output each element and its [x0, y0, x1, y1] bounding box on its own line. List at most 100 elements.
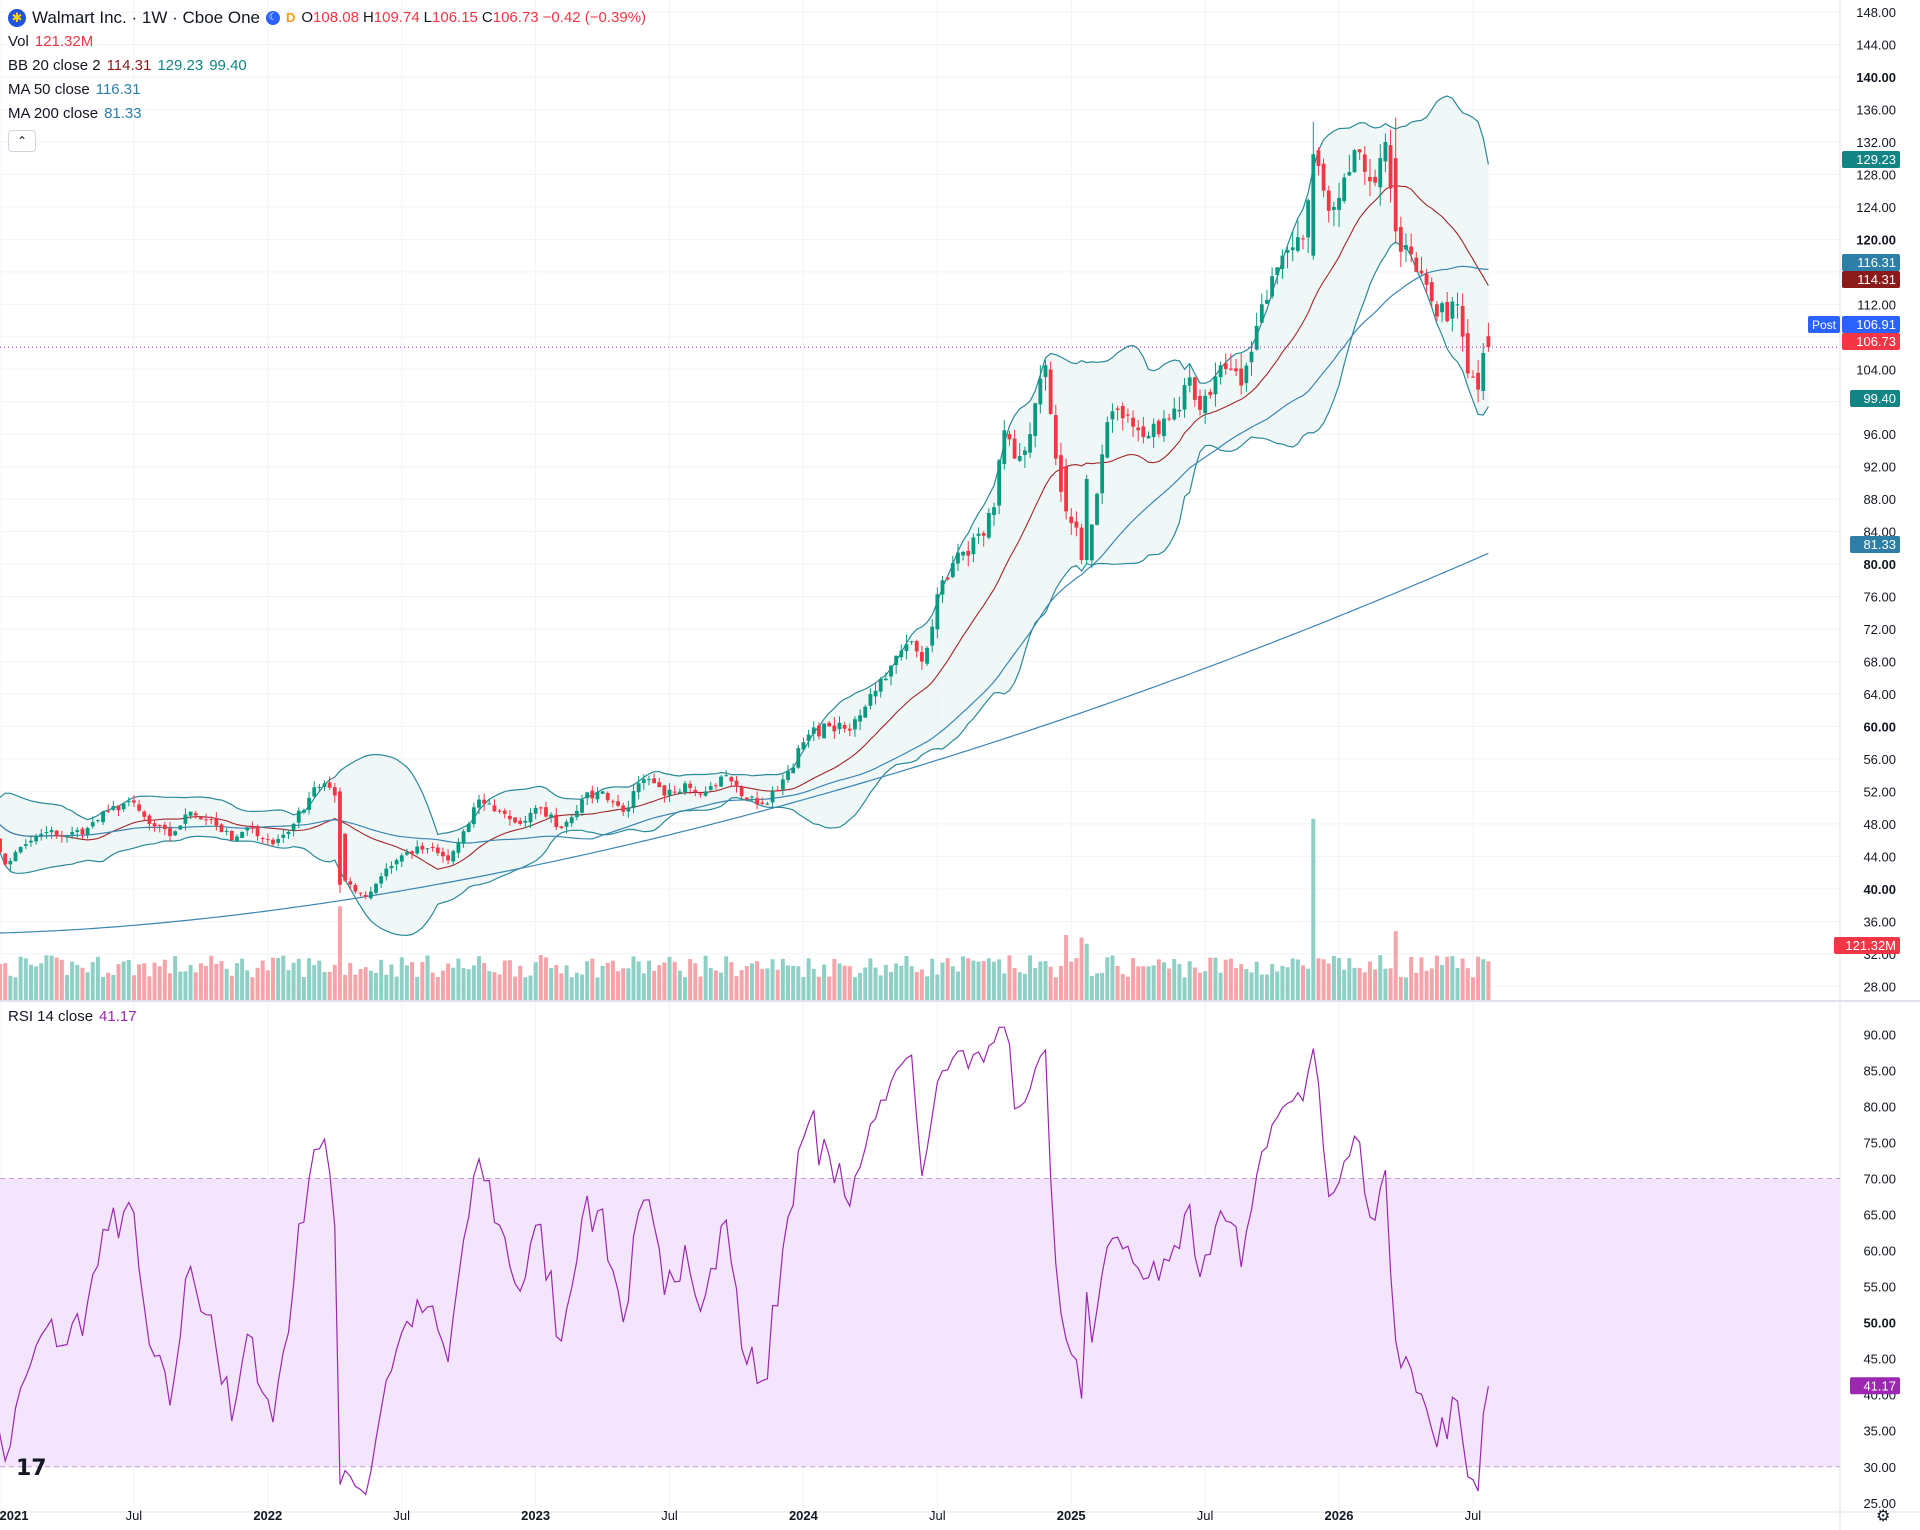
- candle[interactable]: [538, 806, 543, 815]
- candle[interactable]: [332, 782, 337, 803]
- candle[interactable]: [1223, 353, 1228, 375]
- candle[interactable]: [1244, 362, 1249, 392]
- legend-rsi[interactable]: RSI 14 close 41.17: [8, 1008, 137, 1025]
- candle[interactable]: [394, 858, 399, 871]
- candle[interactable]: [528, 808, 533, 828]
- candle[interactable]: [44, 825, 49, 839]
- candle[interactable]: [168, 821, 172, 842]
- candle[interactable]: [688, 780, 693, 795]
- candle[interactable]: [1239, 353, 1244, 395]
- candle[interactable]: [296, 807, 301, 829]
- candle[interactable]: [842, 721, 847, 733]
- candle[interactable]: [435, 843, 440, 856]
- candle[interactable]: [981, 530, 986, 547]
- candle[interactable]: [662, 785, 667, 803]
- candle[interactable]: [600, 790, 605, 795]
- candle[interactable]: [142, 810, 147, 822]
- candle[interactable]: [1290, 231, 1295, 262]
- candle[interactable]: [18, 846, 23, 854]
- candle[interactable]: [956, 543, 960, 572]
- candle[interactable]: [873, 682, 878, 705]
- candle[interactable]: [322, 780, 327, 791]
- candle[interactable]: [147, 813, 152, 831]
- candle[interactable]: [1203, 389, 1208, 425]
- candle[interactable]: [1146, 431, 1151, 439]
- candle[interactable]: [54, 830, 59, 839]
- candle[interactable]: [173, 830, 178, 837]
- candle[interactable]: [1301, 234, 1305, 250]
- candle[interactable]: [219, 823, 224, 833]
- candle[interactable]: [1053, 404, 1058, 466]
- candle[interactable]: [1167, 413, 1171, 422]
- candle[interactable]: [327, 776, 332, 790]
- candle[interactable]: [1373, 169, 1377, 187]
- candle[interactable]: [920, 645, 924, 670]
- candle[interactable]: [508, 809, 512, 826]
- candle[interactable]: [456, 838, 461, 858]
- candle[interactable]: [786, 765, 790, 783]
- candle[interactable]: [827, 721, 832, 727]
- candle[interactable]: [760, 797, 765, 805]
- candle[interactable]: [379, 872, 384, 889]
- candle[interactable]: [260, 836, 265, 844]
- candle[interactable]: [302, 808, 306, 814]
- candle[interactable]: [914, 639, 919, 658]
- candle[interactable]: [1321, 158, 1326, 198]
- candle[interactable]: [502, 808, 507, 819]
- candle[interactable]: [8, 857, 13, 871]
- candle[interactable]: [209, 816, 214, 825]
- collapse-legend-button[interactable]: ⌃: [8, 130, 36, 152]
- candle[interactable]: [471, 802, 476, 828]
- candle[interactable]: [770, 786, 775, 808]
- candle[interactable]: [791, 763, 796, 774]
- candle[interactable]: [1429, 277, 1434, 307]
- candle[interactable]: [1481, 342, 1486, 400]
- candle[interactable]: [1028, 422, 1032, 459]
- candle[interactable]: [1362, 145, 1367, 186]
- candle[interactable]: [564, 819, 569, 834]
- candle[interactable]: [255, 824, 260, 841]
- candle[interactable]: [822, 722, 826, 739]
- candle[interactable]: [605, 791, 610, 803]
- legend-volume[interactable]: Vol 121.32M: [8, 30, 650, 54]
- candle[interactable]: [1131, 410, 1135, 438]
- candle[interactable]: [1398, 216, 1403, 268]
- candle[interactable]: [0, 837, 2, 854]
- candle[interactable]: [930, 619, 935, 653]
- candle[interactable]: [338, 787, 342, 893]
- candle[interactable]: [353, 882, 358, 894]
- candle[interactable]: [1017, 443, 1022, 463]
- candle[interactable]: [312, 781, 317, 798]
- candle[interactable]: [714, 783, 718, 790]
- candle[interactable]: [744, 797, 749, 801]
- candle[interactable]: [1177, 396, 1182, 418]
- candle[interactable]: [1136, 419, 1141, 442]
- candle[interactable]: [34, 833, 38, 845]
- candle[interactable]: [595, 786, 600, 803]
- candle[interactable]: [1151, 418, 1156, 449]
- candle[interactable]: [1249, 341, 1254, 376]
- candle[interactable]: [523, 815, 528, 829]
- candle[interactable]: [837, 716, 842, 734]
- candle[interactable]: [1424, 268, 1429, 293]
- candle[interactable]: [1043, 360, 1048, 391]
- candle[interactable]: [214, 811, 219, 831]
- candle[interactable]: [1033, 402, 1038, 448]
- candle[interactable]: [1229, 353, 1233, 371]
- candle[interactable]: [178, 825, 183, 831]
- candle[interactable]: [1435, 301, 1439, 321]
- candle[interactable]: [641, 774, 646, 790]
- candle[interactable]: [291, 822, 296, 837]
- candle[interactable]: [3, 853, 8, 867]
- candle[interactable]: [374, 882, 378, 896]
- tradingview-logo-icon[interactable]: 17: [16, 1456, 47, 1481]
- candle[interactable]: [358, 892, 363, 897]
- candle[interactable]: [1414, 251, 1419, 273]
- candle[interactable]: [847, 723, 852, 737]
- candle[interactable]: [1064, 458, 1068, 520]
- candle[interactable]: [1002, 419, 1007, 470]
- candle[interactable]: [1455, 292, 1460, 319]
- candle[interactable]: [1393, 117, 1398, 244]
- candle[interactable]: [590, 785, 595, 804]
- candle[interactable]: [271, 837, 275, 846]
